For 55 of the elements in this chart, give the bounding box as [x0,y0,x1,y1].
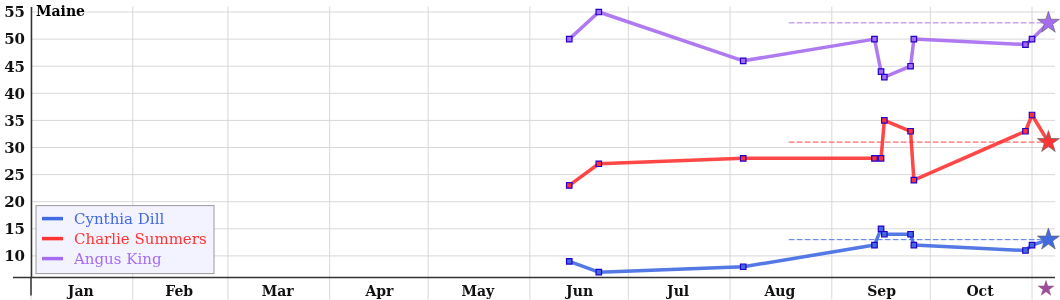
point [907,230,914,238]
y-tick-label: 20 [4,193,25,212]
point [565,258,573,265]
x-tick-label: Aug [763,282,796,299]
point [739,263,747,271]
y-tick-label: 45 [4,57,25,76]
x-tick-label: Apr [364,282,395,299]
legend-label: Angus King [73,249,162,268]
x-tick-label: Sep [867,282,897,299]
y-tick-label: 30 [4,138,25,157]
point [871,35,878,43]
point [877,68,885,75]
y-tick-label: 35 [4,111,25,130]
point [877,225,885,233]
y-tick-label: 15 [4,220,25,239]
point [595,8,603,16]
x-tick-label: Jun [564,282,594,299]
point [880,230,888,238]
y-tick-label: 10 [4,247,25,266]
point [595,160,603,168]
x-tick-label: Jul [665,282,690,299]
point [1028,35,1036,43]
x-tick-label: May [461,282,496,299]
y-tick-label: 25 [4,165,25,184]
point [907,62,914,70]
point [1022,41,1029,48]
point [910,241,918,249]
point [910,35,918,43]
point [739,57,747,65]
point [880,73,888,81]
point [1037,227,1060,250]
point [880,117,888,124]
point [910,176,918,184]
x-tick-label: Oct [966,282,995,299]
point [871,155,878,162]
point [739,155,747,162]
point [871,241,878,249]
point [1037,130,1060,152]
point [565,182,573,189]
point [1037,10,1060,33]
point [565,35,573,43]
x-tick-label: Mar [261,282,295,299]
x-tick-label: Jan [65,282,94,299]
y-tick-label: 50 [4,30,25,49]
y-tick-label: 40 [4,84,25,103]
point [877,155,885,162]
legend-label: Cynthia Dill [74,209,165,228]
chart-title: Maine [36,3,86,19]
legend-label: Charlie Summers [74,229,207,248]
point [1022,127,1029,135]
point [907,127,914,135]
point [595,268,603,276]
y-tick-label: 55 [4,3,25,22]
point [1022,247,1029,254]
x-tick-label: Feb [165,282,194,299]
